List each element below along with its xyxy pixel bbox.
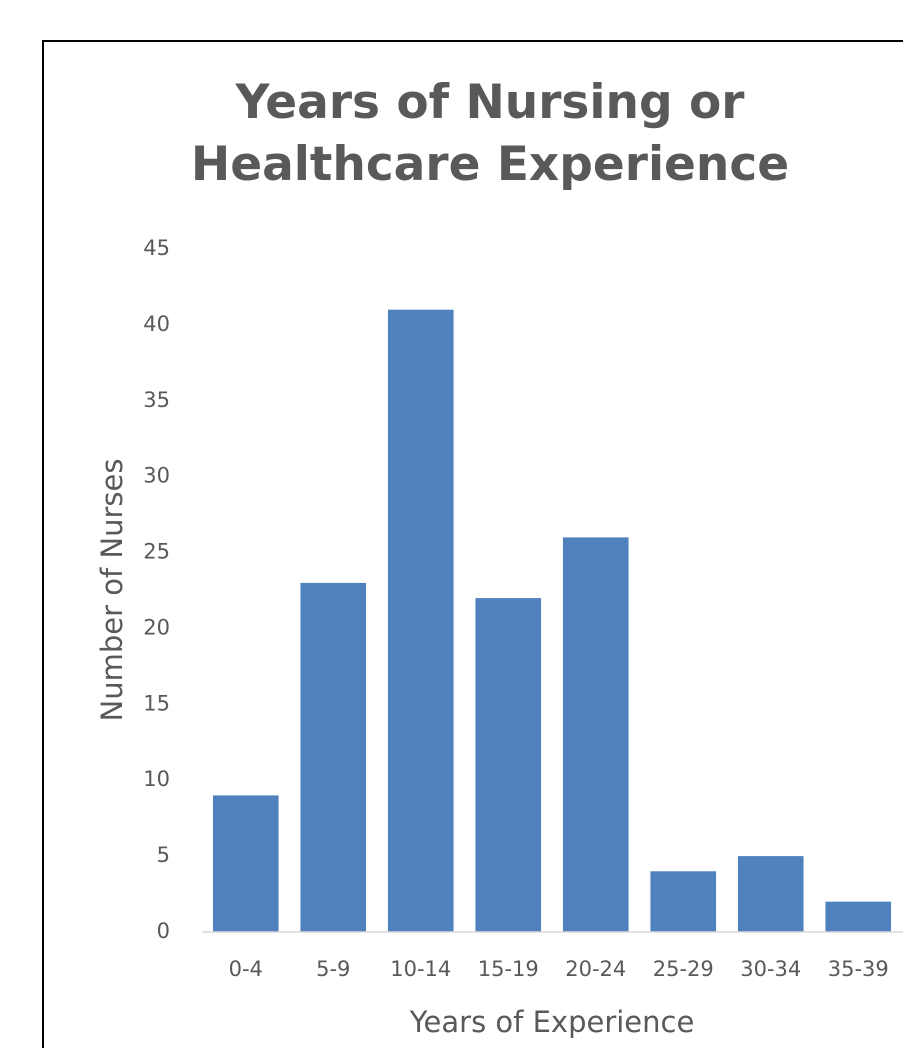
y-tick-label: 30 xyxy=(143,464,170,488)
x-axis-title: Years of Experience xyxy=(409,1005,695,1039)
bar xyxy=(300,582,367,932)
y-tick-label: 10 xyxy=(143,767,170,791)
x-tick-label: 30-34 xyxy=(740,957,801,981)
bar xyxy=(825,901,892,932)
bar xyxy=(387,309,454,932)
x-tick-label: 25-29 xyxy=(653,957,714,981)
x-tick-label: 15-19 xyxy=(478,957,539,981)
y-axis-title: Number of Nurses xyxy=(95,459,129,722)
chart-border xyxy=(42,40,903,1048)
x-tick-label: 35-39 xyxy=(828,957,889,981)
x-tick-label: 20-24 xyxy=(565,957,626,981)
y-tick-label: 20 xyxy=(143,615,170,639)
bar xyxy=(562,537,629,932)
y-tick-label: 40 xyxy=(143,312,170,336)
y-tick-label: 15 xyxy=(143,691,170,715)
y-tick-label: 35 xyxy=(143,388,170,412)
bar xyxy=(475,598,542,932)
x-tick-label: 0-4 xyxy=(229,957,263,981)
chart-title: Years of Nursing or Healthcare Experienc… xyxy=(190,75,790,192)
bar xyxy=(737,856,804,932)
y-tick-label: 5 xyxy=(157,843,170,867)
bar xyxy=(212,795,279,932)
y-tick-label: 45 xyxy=(143,236,170,260)
x-tick-label: 5-9 xyxy=(316,957,350,981)
bar xyxy=(650,871,717,932)
y-tick-label: 25 xyxy=(143,540,170,564)
y-tick-label: 0 xyxy=(157,919,170,943)
x-tick-label: 10-14 xyxy=(390,957,451,981)
